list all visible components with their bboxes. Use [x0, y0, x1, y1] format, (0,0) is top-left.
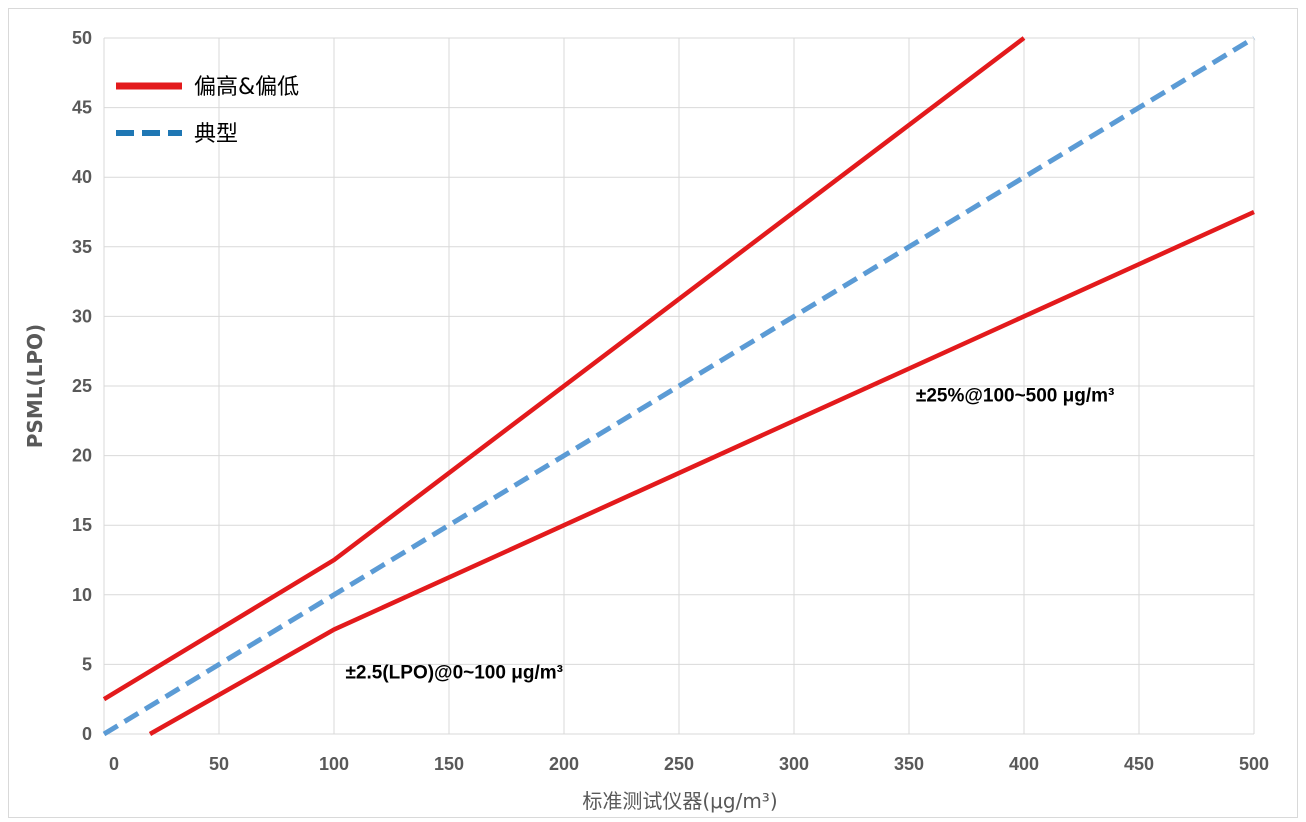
y-tick-label: 0 [82, 724, 92, 744]
y-axis-label: PSML(LPO) [23, 324, 47, 448]
x-tick-label: 250 [664, 754, 694, 774]
x-tick-label: 150 [434, 754, 464, 774]
x-tick-label: 50 [209, 754, 229, 774]
series-line-bound [102, 36, 1026, 702]
x-tick-label: 350 [894, 754, 924, 774]
x-tick-label: 400 [1009, 754, 1039, 774]
annotation-label: ±25%@100~500 μg/m³ [916, 385, 1115, 406]
x-tick-label: 450 [1124, 754, 1154, 774]
x-tick-label: 0 [109, 754, 119, 774]
series-line-typical [102, 35, 1256, 737]
y-tick-label: 45 [72, 98, 92, 118]
x-tick-label: 200 [549, 754, 579, 774]
x-tick-label: 100 [319, 754, 349, 774]
x-tick-label: 500 [1239, 754, 1269, 774]
chart-frame [8, 8, 1298, 818]
y-tick-label: 15 [72, 515, 92, 535]
y-tick-label: 35 [72, 237, 92, 257]
y-tick-label: 40 [72, 167, 92, 187]
legend-entry: 典型 [194, 122, 238, 147]
legend-entry: 偏高&偏低 [194, 75, 299, 100]
annotations: ±25%@100~500 μg/m³ ±2.5(LPO)@0~100 μg/m³ [346, 385, 1115, 683]
y-tick-label: 30 [72, 306, 92, 326]
grid-lines [103, 37, 1255, 735]
y-tick-label: 25 [72, 376, 92, 396]
y-tick-label: 5 [82, 654, 92, 674]
y-tick-label: 10 [72, 585, 92, 605]
annotation-label: ±2.5(LPO)@0~100 μg/m³ [346, 662, 563, 683]
y-tick-label: 20 [72, 446, 92, 466]
y-tick-label: 50 [72, 28, 92, 48]
series-line-bound [148, 209, 1255, 736]
series-lines [102, 35, 1256, 737]
x-axis-label: 标准测试仪器(μg/m³) [582, 789, 777, 813]
tick-labels: 0 50 100 150 200 250 300 350 400 450 500 0 5 10 15 20 25… [72, 28, 1269, 774]
x-tick-label: 300 [779, 754, 809, 774]
